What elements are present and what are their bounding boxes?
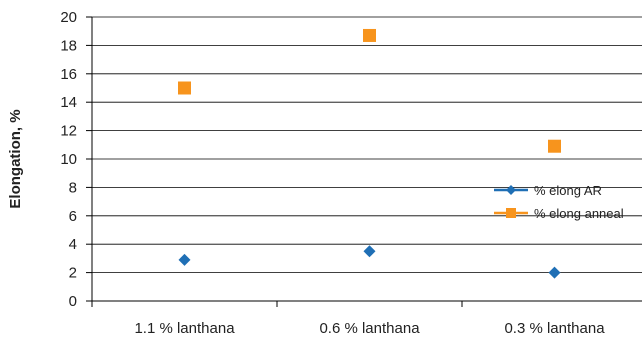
y-tick-label: 2 — [69, 265, 77, 282]
point-diamond — [363, 245, 376, 258]
legend: % elong AR % elong anneal — [494, 183, 624, 221]
point-square — [506, 208, 516, 218]
point-diamond — [548, 266, 561, 279]
y-tick-label: 14 — [60, 94, 77, 111]
axes — [86, 16, 642, 307]
y-axis-label: Elongation, % — [7, 109, 24, 208]
y-tick-label: 10 — [60, 151, 77, 168]
legend-entry: % elong AR — [494, 183, 602, 198]
x-category-label: 0.6 % lanthana — [319, 320, 420, 337]
legend-label: % elong AR — [534, 183, 602, 198]
x-category-labels: 1.1 % lanthana 0.6 % lanthana 0.3 % lantha… — [134, 320, 605, 337]
grid-lines — [92, 16, 642, 274]
point-square — [548, 139, 561, 153]
legend-entry: % elong anneal — [494, 206, 624, 221]
y-tick-label: 20 — [60, 9, 77, 26]
point-square — [178, 81, 191, 95]
y-tick-label: 8 — [69, 179, 77, 196]
x-category-label: 0.3 % lanthana — [504, 320, 605, 337]
point-square — [363, 28, 376, 42]
x-category-label: 1.1 % lanthana — [134, 320, 235, 337]
y-tick-label: 0 — [69, 293, 77, 310]
y-tick-label: 18 — [60, 37, 77, 54]
point-diamond — [506, 185, 516, 195]
point-diamond — [178, 253, 191, 266]
y-tick-label: 12 — [60, 123, 77, 140]
y-tick-label: 6 — [69, 208, 77, 225]
y-tick-labels: 0 2 4 6 8 10 12 14 16 18 20 — [60, 9, 77, 310]
y-tick-label: 16 — [60, 66, 77, 83]
y-tick-label: 4 — [69, 236, 77, 253]
data-points — [178, 28, 561, 279]
legend-label: % elong anneal — [534, 206, 624, 221]
